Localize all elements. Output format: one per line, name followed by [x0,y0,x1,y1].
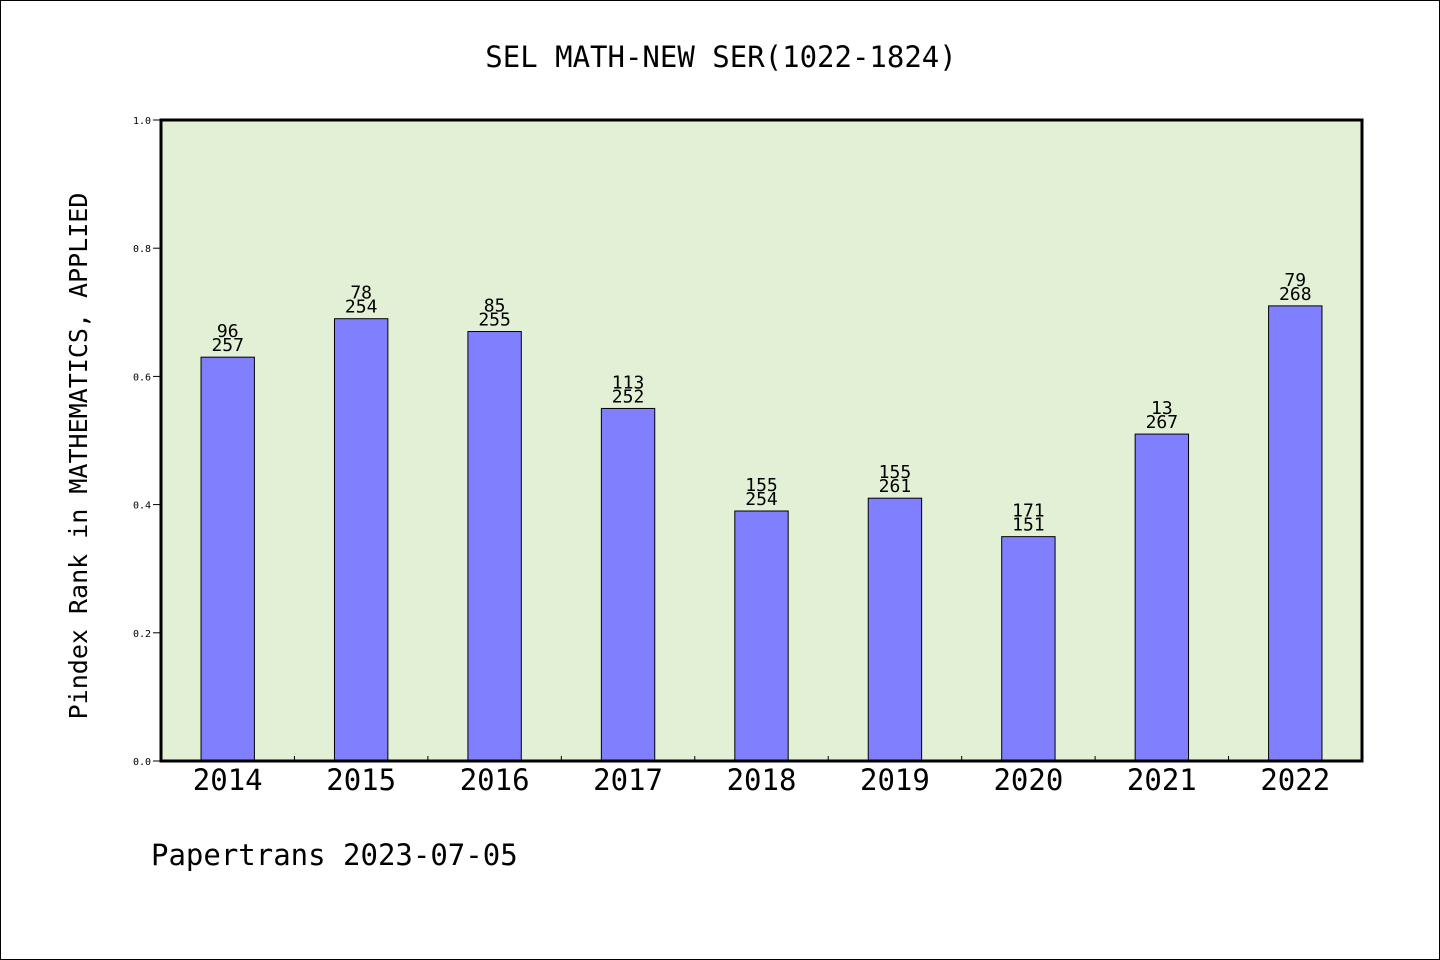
bar-label-bottom-2019: 261 [879,476,912,497]
x-tick-label-2016: 2016 [460,763,530,797]
x-ticks-group: 2014 2015 2016 2017 2018 2019 2020 2021 2022 [193,756,1330,797]
plot-border [159,118,1364,763]
bar-2014 [200,356,255,762]
bar-label-top-2016: 85 [484,296,506,317]
x-tick-label-2015: 2015 [326,763,396,797]
bar-label-bottom-2014: 257 [211,335,244,356]
bar-label-top-2021: 13 [1151,398,1173,419]
x-tick-label-2021: 2021 [1127,763,1197,797]
bar-label-bottom-2020: 151 [1012,515,1045,536]
y-tick-label-1: 0.2 [133,629,151,640]
bar-label-top-2020: 171 [1012,501,1045,522]
bar-label-top-2017: 113 [612,372,645,393]
x-tick-label-2014: 2014 [193,763,263,797]
bar-label-top-2015: 78 [350,283,372,304]
bar-label-bottom-2018: 254 [745,489,778,510]
bar-2021 [1134,433,1190,762]
footer-text: Papertrans 2023-07-05 [151,838,518,872]
bar-2020 [1001,536,1056,762]
bar-2018 [734,510,789,762]
bar-2022 [1268,305,1323,762]
y-tick-label-0: 0.0 [133,757,151,768]
y-axis-label: Pindex Rank in MATHEMATICS, APPLIED [64,193,93,720]
x-tick-label-2020: 2020 [993,763,1063,797]
x-tick-label-2022: 2022 [1260,763,1330,797]
bar-label-bottom-2021: 267 [1146,412,1179,433]
x-tick-label-2017: 2017 [593,763,663,797]
bar-label-bottom-2017: 252 [612,386,645,407]
y-tick-label-4: 0.8 [133,244,151,255]
x-tick-label-2019: 2019 [860,763,930,797]
bar-label-top-2022: 79 [1284,270,1306,291]
bar-label-bottom-2022: 268 [1279,284,1312,305]
bar-label-bottom-2015: 254 [345,297,378,318]
bar-label-top-2019: 155 [879,462,912,483]
bar-2015 [333,318,389,762]
x-tick-label-2018: 2018 [727,763,797,797]
chart-title: SEL MATH-NEW SER(1022-1824) [485,40,956,74]
y-tick-label-2: 0.4 [133,501,151,512]
y-tick-label-3: 0.6 [133,372,151,383]
bar-label-top-2014: 96 [217,321,239,342]
bar-2016 [467,331,522,762]
bar-label-top-2018: 155 [745,475,778,496]
bar-2017 [600,407,656,762]
y-tick-label-5: 1.0 [133,116,151,127]
y-ticks-group: 0.0 0.2 0.4 0.6 0.8 1.0 [133,116,161,768]
bar-label-bottom-2016: 255 [478,310,511,331]
bar-2019 [867,497,923,762]
